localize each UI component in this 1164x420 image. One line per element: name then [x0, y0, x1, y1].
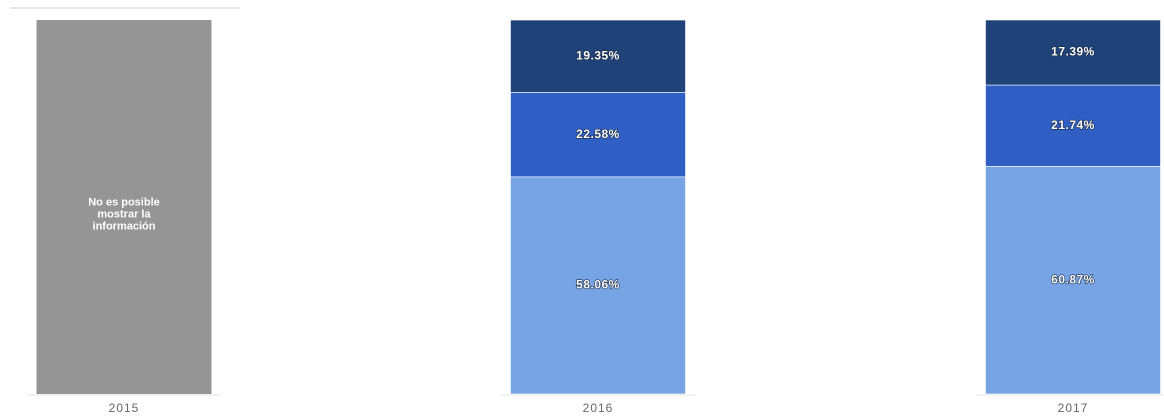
bar-segment-2016-2: [510, 19, 686, 93]
x-tick-label-2017: 2017: [1058, 401, 1089, 415]
bar-segment-2016-1: [510, 92, 686, 178]
unavailable-text-line: mostrar la: [97, 208, 151, 220]
x-tick-label-2015: 2015: [109, 401, 140, 415]
unavailable-text-line: No es posible: [88, 196, 160, 208]
bar-segment-2016-0: [510, 176, 686, 395]
data-label-2017-2: 17.39%: [1051, 45, 1095, 59]
data-label-2016-1: 22.58%: [576, 127, 620, 141]
unavailable-bar-2015: [36, 20, 212, 394]
bar-segment-2017-2: [985, 19, 1161, 86]
bar-segment-2017-0: [985, 166, 1161, 395]
data-label-2016-2: 19.35%: [576, 48, 620, 62]
x-tick-label-2016: 2016: [583, 401, 614, 415]
data-label-2017-1: 21.74%: [1051, 118, 1095, 132]
data-label-2017-0: 60.87%: [1051, 272, 1095, 286]
unavailable-text-line: información: [93, 220, 156, 232]
bar-segment-2017-1: [985, 84, 1161, 167]
data-label-2016-0: 58.06%: [576, 278, 620, 292]
